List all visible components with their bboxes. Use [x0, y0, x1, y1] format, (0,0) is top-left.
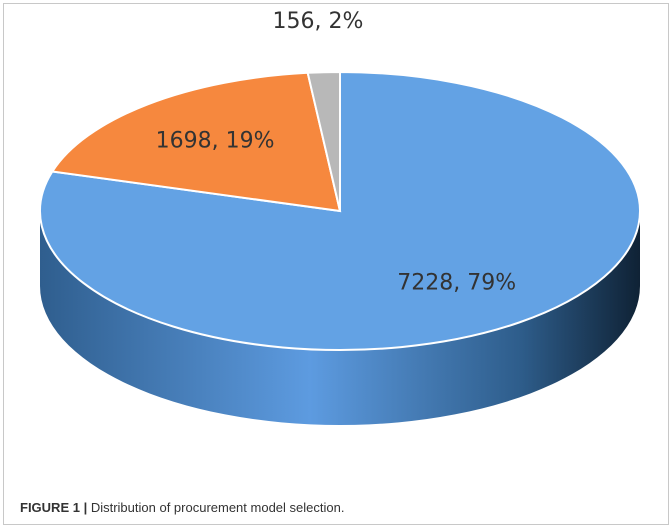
- caption-label: FIGURE 1 |: [20, 500, 88, 515]
- pie-slice: [39, 70, 641, 351]
- pie-slice: [50, 71, 342, 213]
- caption-text: Distribution of procurement model select…: [90, 500, 345, 515]
- pie-slice: [306, 70, 341, 212]
- data-label: 1698, 19%: [156, 129, 275, 154]
- data-label: 156, 2%: [273, 9, 364, 34]
- pie-side: [40, 211, 640, 425]
- caption: FIGURE 1 | Distribution of procurement m…: [20, 500, 344, 515]
- frame: [3, 3, 669, 525]
- data-label: 7228, 79%: [397, 270, 516, 295]
